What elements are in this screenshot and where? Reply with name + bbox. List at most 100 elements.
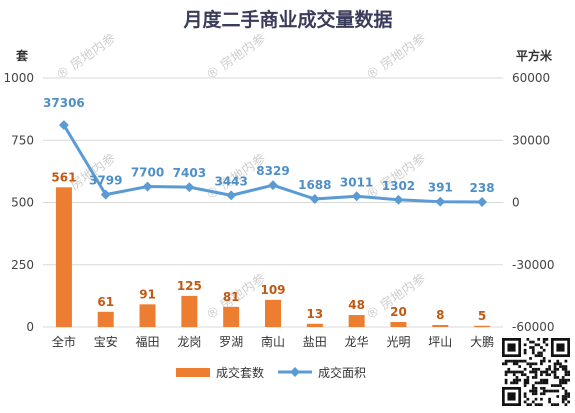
qr-module	[545, 373, 549, 377]
qr-module	[507, 359, 511, 363]
qr-module	[567, 373, 570, 377]
qr-module	[504, 373, 508, 377]
qr-module	[540, 386, 543, 390]
qr-module	[564, 367, 568, 371]
qr-module	[553, 362, 557, 366]
qr-module	[534, 381, 538, 385]
qr-module	[534, 386, 538, 390]
line-point-罗湖	[226, 190, 237, 201]
qr-module	[559, 384, 562, 387]
qr-module	[561, 381, 565, 385]
qr-module	[515, 370, 519, 374]
qr-module	[526, 376, 530, 379]
qr-module	[561, 378, 565, 382]
qr-module	[567, 395, 570, 398]
qr-module	[534, 376, 538, 379]
qr-module	[531, 346, 535, 349]
qr-module	[567, 400, 570, 404]
qr-module	[537, 343, 541, 347]
bar-福田	[139, 304, 156, 327]
qr-module	[564, 370, 568, 374]
qr-finder-center	[507, 392, 516, 401]
line-value-label: 8329	[256, 164, 289, 178]
line-point-盐田	[309, 194, 320, 204]
qr-module	[512, 370, 516, 374]
qr-module	[542, 389, 546, 393]
qr-finder-center	[556, 343, 565, 352]
bar-罗湖	[223, 306, 240, 327]
qr-module	[512, 373, 516, 377]
bar-value-label: 91	[139, 287, 156, 301]
left-tick-label: 1000	[3, 71, 34, 85]
qr-module	[550, 370, 554, 374]
qr-module	[515, 378, 519, 382]
qr-module	[540, 378, 543, 382]
qr-module	[531, 370, 535, 374]
qr-module	[564, 395, 568, 398]
qr-module	[526, 338, 530, 341]
bar-光明	[390, 322, 407, 327]
qr-module	[567, 370, 570, 374]
qr-module	[529, 389, 532, 393]
category-label: 龙华	[345, 335, 369, 349]
legend-bar-swatch	[176, 368, 210, 377]
qr-module	[518, 365, 522, 368]
qr-module	[537, 403, 541, 406]
line-point-南山	[268, 180, 278, 191]
qr-module	[523, 378, 527, 382]
qr-module	[518, 359, 522, 363]
qr-module	[540, 351, 543, 355]
qr-module	[542, 392, 546, 396]
line-value-label: 37306	[43, 96, 85, 110]
qr-module	[534, 389, 538, 393]
bar-盐田	[306, 323, 323, 327]
qr-module	[548, 359, 551, 363]
right-axis-unit: 平方米	[516, 48, 553, 63]
qr-module	[523, 381, 527, 385]
bar-value-label: 109	[260, 283, 285, 297]
qr-module	[537, 381, 541, 385]
qr-module	[561, 376, 565, 379]
bar-大鹏	[474, 325, 491, 327]
qr-module	[504, 370, 508, 374]
legend-line-marker	[290, 367, 300, 377]
qr-module	[545, 338, 549, 341]
line-value-label: 7700	[131, 166, 164, 180]
category-label: 龙岗	[177, 335, 201, 349]
category-label: 南山	[261, 334, 285, 349]
qr-module	[561, 365, 565, 368]
line-value-label: 391	[428, 181, 453, 195]
qr-module	[540, 381, 543, 385]
qr-module	[559, 381, 562, 385]
qr-module	[564, 373, 568, 377]
qr-module	[548, 373, 551, 377]
qr-module	[529, 340, 532, 344]
qr-module	[564, 389, 568, 393]
line-point-福田	[142, 181, 153, 192]
qr-module	[529, 346, 532, 349]
category-label: 宝安	[94, 334, 118, 349]
qr-module	[510, 381, 513, 385]
bar-龙岗	[181, 295, 198, 327]
qr-module	[564, 397, 568, 401]
qr-module	[537, 367, 541, 371]
qr-module	[537, 354, 541, 358]
line-point-宝安	[100, 189, 111, 200]
qr-module	[529, 370, 532, 374]
qr-module	[515, 381, 519, 385]
qr-module	[510, 359, 513, 363]
qr-module	[537, 351, 541, 355]
qr-module	[521, 373, 524, 377]
qr-finder	[550, 338, 570, 358]
left-tick-label: 0	[26, 320, 34, 334]
line-point-龙华	[351, 191, 362, 202]
qr-module	[542, 381, 546, 385]
qr-module	[548, 389, 551, 393]
category-label: 福田	[136, 334, 160, 349]
left-axis-unit: 套	[15, 48, 29, 63]
qr-finder	[502, 386, 522, 406]
qr-module	[540, 392, 543, 396]
line-point-大鹏	[477, 197, 488, 207]
qr-module	[564, 378, 568, 382]
left-axis-ticks: 0 250 500 750 1000	[3, 71, 34, 334]
